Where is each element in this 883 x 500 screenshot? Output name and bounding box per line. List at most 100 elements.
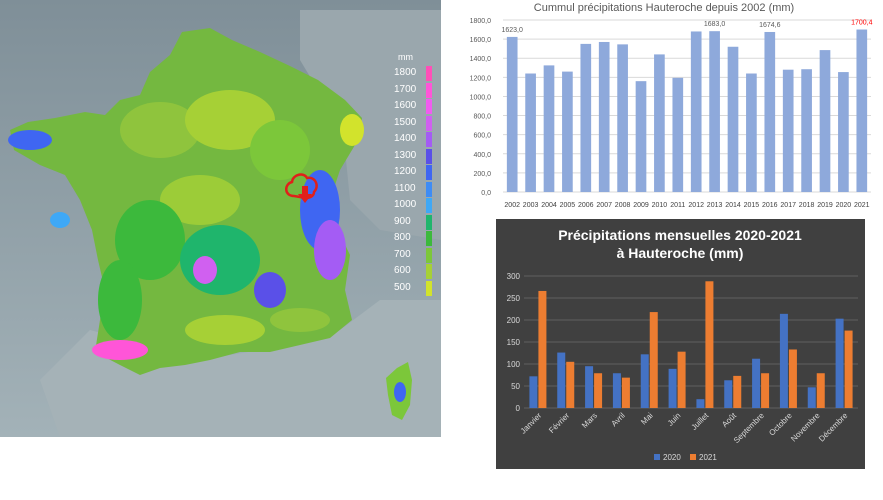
legend-swatch [426,165,432,180]
legend-row: 800 [392,230,440,246]
legend-label: 1000 [394,199,417,210]
map-patch [92,340,148,360]
bar-2021 [594,373,603,408]
y-tick-label: 1200,0 [470,75,492,82]
legend-label: 900 [394,215,411,227]
data-label: 1623,0 [501,27,523,34]
x-tick-label: 2018 [799,202,815,209]
map-patch [185,315,265,345]
bar [525,73,536,192]
bar-2020 [835,318,844,408]
legend-swatch [426,99,432,114]
bar-2021 [816,373,825,408]
bar-2021 [538,290,547,408]
x-tick-label: 2005 [560,202,576,209]
neighbour-land [300,10,441,240]
bar-2020 [612,373,621,408]
x-tick-label: 2014 [725,202,741,209]
legend-label: 2020 [663,453,681,462]
map-graphic [0,0,441,437]
bar-2020 [640,354,649,408]
bar [782,69,794,192]
bar-2020 [529,376,538,408]
bar [690,31,702,192]
legend-label: 800 [394,232,411,243]
x-tick-label: Décembre [817,411,850,444]
legend-swatch [426,148,432,164]
legend-swatch [426,132,432,147]
x-tick-label: Mars [580,411,599,430]
chart-title: Cummul précipitations Hauteroche depuis … [534,2,794,14]
map-patch [250,120,310,180]
y-tick-label: 1600,0 [470,37,492,44]
y-tick-label: 800,0 [473,114,491,121]
bar [764,31,776,192]
legend-label: 500 [394,281,411,293]
legend-swatch [654,454,660,460]
legend-label: 1500 [394,116,417,128]
legend-row: 1000 [392,197,440,213]
bar [838,72,849,192]
bar-2021 [844,330,853,408]
legend-row: 900 [392,214,440,230]
legend-row: 1500 [392,115,440,131]
legend-label: 2021 [699,453,717,462]
x-tick-label: 2020 [836,202,852,209]
bar [543,65,555,192]
bar-2021 [649,312,658,408]
map-patch [180,225,260,295]
bar [635,81,647,192]
bar-2021 [733,375,742,408]
y-tick-label: 1400,0 [470,56,492,63]
y-tick-label: 250 [507,294,521,303]
x-tick-label: 2009 [633,202,649,209]
map-patch [8,130,52,150]
bar [580,43,592,193]
legend-swatch [426,198,432,213]
x-tick-label: Janvier [519,411,544,436]
x-tick-label: 2012 [688,202,704,209]
x-tick-label: Juillet [690,411,711,432]
legend-row: 1300 [392,148,440,164]
x-tick-label: 2007 [596,202,612,209]
bar [709,31,720,193]
x-tick-label: 2004 [541,202,557,209]
legend-row: 1100 [392,181,440,197]
bar-2020 [752,358,761,408]
map-patch [314,220,346,280]
x-tick-label: Septembre [732,411,766,445]
data-label: 1683,0 [704,21,726,28]
y-tick-label: 300 [507,272,521,281]
legend-row: 1200 [392,164,440,180]
bar-2020 [807,387,816,408]
monthly-chart-svg: Précipitations mensuelles 2020-2021 à Hau… [507,227,858,462]
legend-swatch [426,280,432,296]
precipitation-map: mm 1800 1700 1600 1500 1400 1300 1200 1100 1000 9… [0,0,441,437]
map-patch [193,256,217,284]
x-tick-label: Février [547,411,571,435]
y-tick-label: 50 [511,382,520,391]
legend-label: 1100 [394,182,416,194]
legend-row: 600 [392,263,440,279]
bar [819,50,831,192]
location-marker-icon [285,173,318,203]
x-tick-label: 2013 [707,202,723,209]
legend-swatch [426,214,432,230]
legend-label: 600 [394,265,411,276]
y-tick-label: 600,0 [473,133,491,140]
legend-row: 1700 [392,82,440,98]
x-tick-label: Août [720,411,739,430]
y-tick-label: 1800,0 [470,18,492,25]
yearly-chart-svg: Cummul précipitations Hauteroche depuis … [470,2,873,209]
map-patch [254,272,286,308]
x-tick-label: 2008 [615,202,631,209]
bar [746,73,757,192]
legend-label: 1200 [394,166,417,177]
legend-swatch [690,454,696,460]
x-tick-label: 2016 [762,202,778,209]
x-tick-label: 2011 [670,202,685,209]
legend-row: 1400 [392,131,440,147]
x-tick-label: 2003 [523,202,539,209]
legend-row: 1800 [392,65,440,81]
bar-2020 [557,352,566,408]
